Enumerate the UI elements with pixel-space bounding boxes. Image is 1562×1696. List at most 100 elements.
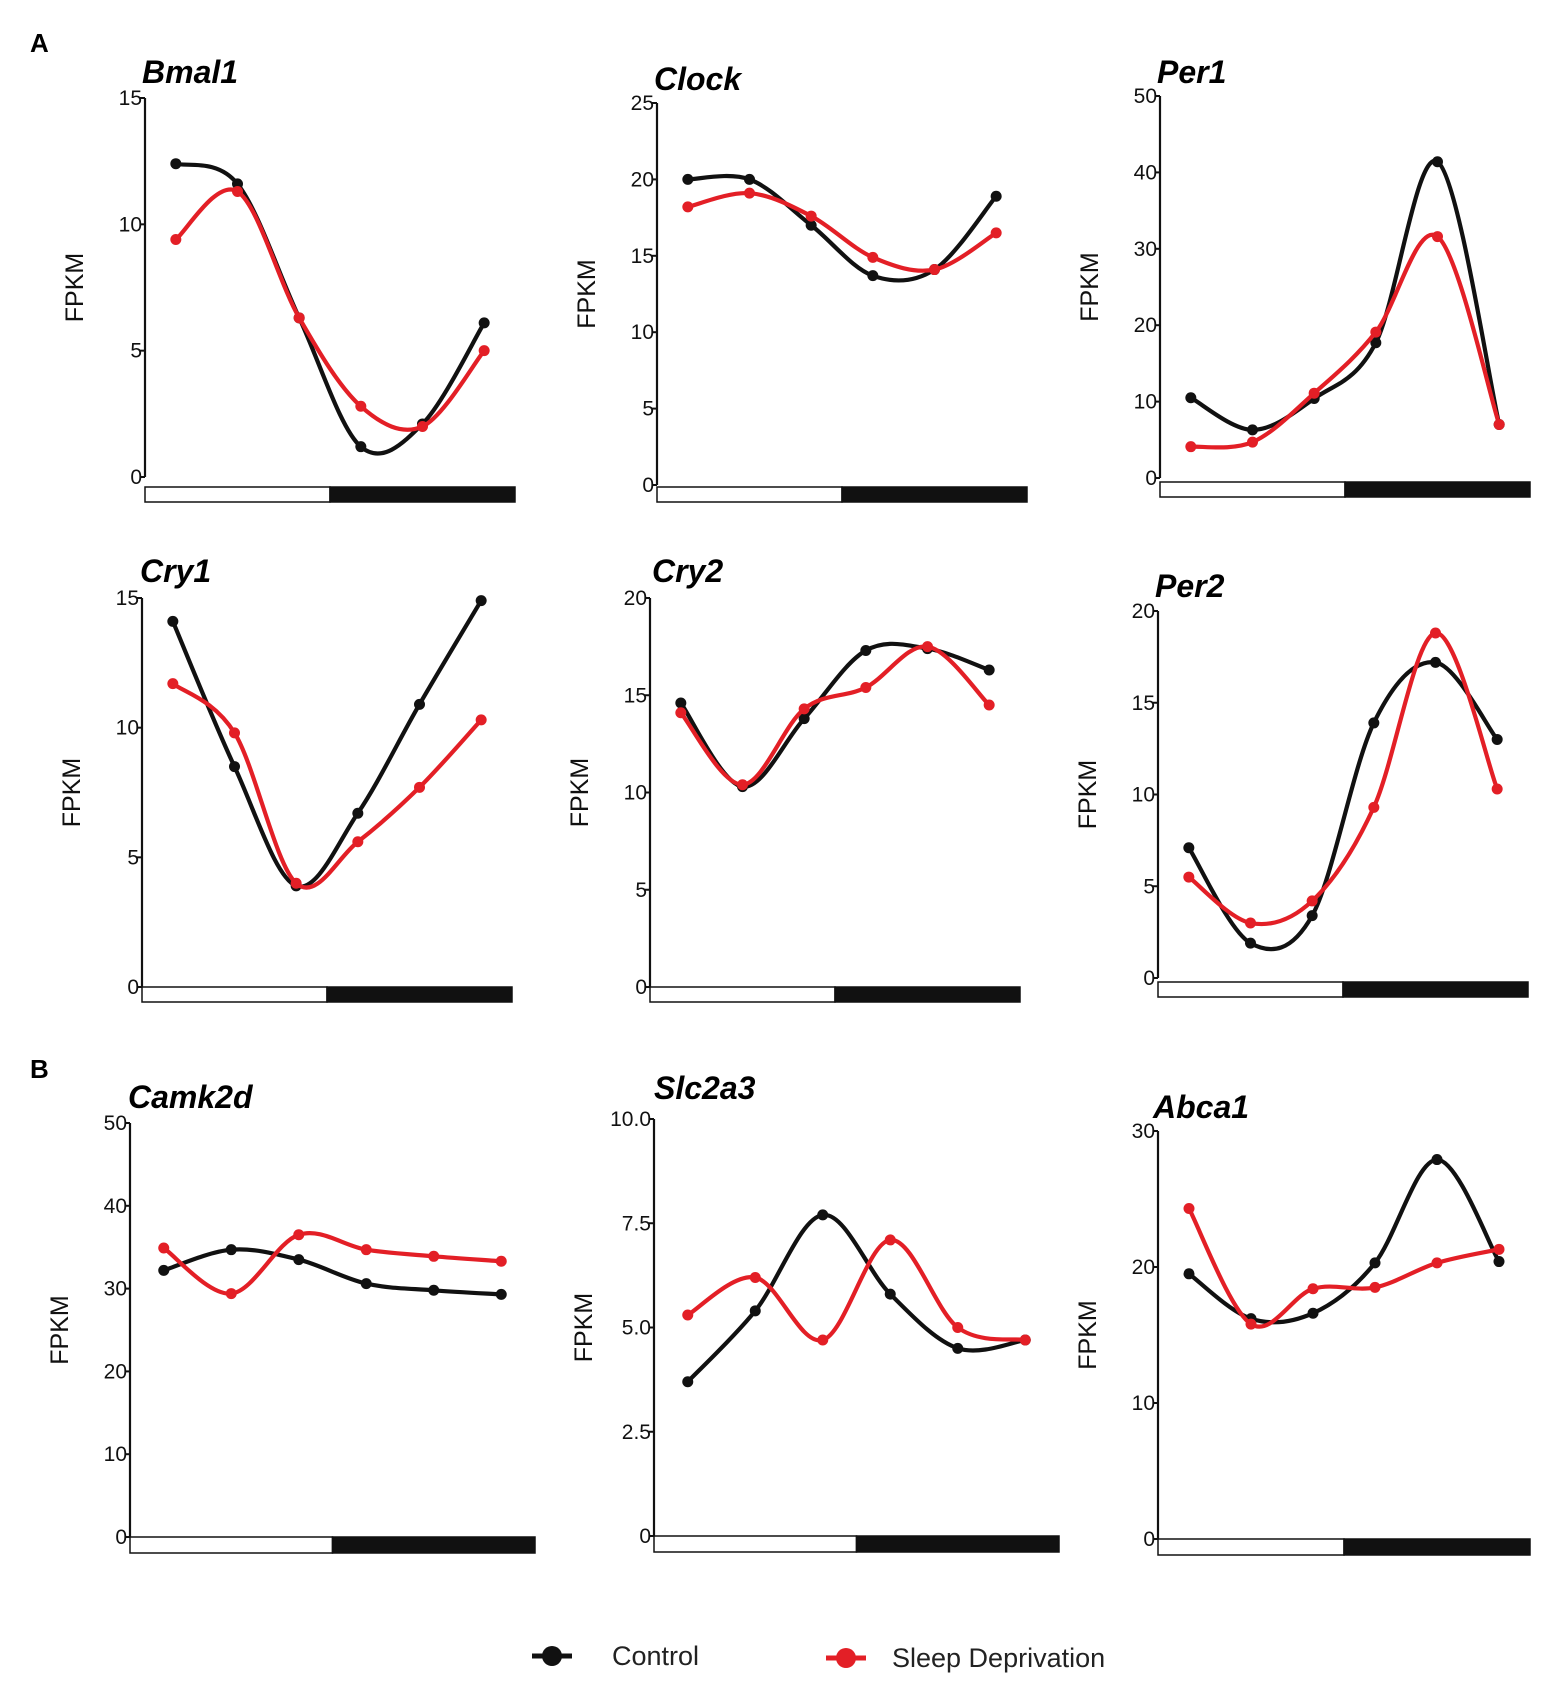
data-point-sleep-deprivation xyxy=(1183,871,1195,883)
y-axis-label: FPKM xyxy=(1074,760,1102,829)
y-tick-label: 10 xyxy=(1134,391,1157,414)
y-tick-label: 0 xyxy=(635,976,647,999)
series-line-sleep-deprivation xyxy=(1188,232,1502,450)
data-point-sleep-deprivation xyxy=(293,312,305,324)
y-tick-label: 15 xyxy=(119,87,142,110)
y-tick-label: 30 xyxy=(1132,1120,1155,1143)
data-point-sleep-deprivation xyxy=(1307,1283,1319,1295)
series-line-sleep-deprivation xyxy=(678,644,992,787)
data-point-control xyxy=(744,173,755,185)
data-point-sleep-deprivation xyxy=(1493,419,1505,431)
y-tick-label: 20 xyxy=(624,587,647,610)
data-point-control xyxy=(749,1305,761,1317)
light-phase-bar xyxy=(141,986,328,1003)
y-axis-label: FPKM xyxy=(573,259,601,328)
data-point-sleep-deprivation xyxy=(1308,387,1320,399)
y-tick-label: 0 xyxy=(1143,967,1155,990)
light-phase-bar xyxy=(1157,1538,1345,1556)
data-point-sleep-deprivation xyxy=(1432,231,1443,243)
series-line-control xyxy=(1186,1157,1502,1325)
data-point-sleep-deprivation xyxy=(1369,1281,1381,1293)
data-point-control xyxy=(225,1244,237,1256)
chart-title: Bmal1 xyxy=(142,54,238,90)
chart-title: Camk2d xyxy=(128,1079,254,1115)
y-tick-label: 30 xyxy=(1134,238,1157,261)
y-axis-label: FPKM xyxy=(570,1293,598,1362)
series-line-sleep-deprivation xyxy=(1186,1206,1502,1329)
chart-per2: Per2 0 5 10 15 20 FPKM xyxy=(1074,568,1529,998)
y-tick-label: 15 xyxy=(631,245,654,268)
chart-cry2: Cry2 0 5 10 15 20 FPKM xyxy=(566,553,1021,1003)
data-point-sleep-deprivation xyxy=(478,345,490,357)
light-phase-bar xyxy=(1157,981,1344,998)
data-point-control xyxy=(1370,337,1382,349)
data-point-sleep-deprivation xyxy=(360,1244,372,1256)
data-point-sleep-deprivation xyxy=(682,1309,694,1321)
data-point-sleep-deprivation xyxy=(1370,326,1382,338)
y-tick-label: 10 xyxy=(1132,1392,1155,1415)
data-point-control xyxy=(1491,733,1503,745)
chart-slc2a3: Slc2a3 0 2.5 5.0 7.5 10.0 FPKM xyxy=(570,1070,1060,1553)
data-point-control xyxy=(817,1209,829,1221)
data-point-sleep-deprivation xyxy=(1019,1334,1031,1346)
y-tick-label: 10 xyxy=(631,321,654,344)
data-point-sleep-deprivation xyxy=(867,251,879,263)
panel-label-b: B xyxy=(30,1054,49,1084)
y-tick-label: 20 xyxy=(1132,1256,1155,1279)
data-point-sleep-deprivation xyxy=(293,1229,305,1241)
data-point-sleep-deprivation xyxy=(495,1255,507,1267)
data-point-sleep-deprivation xyxy=(352,836,364,848)
data-point-sleep-deprivation xyxy=(229,727,240,739)
y-tick-label: 10 xyxy=(1132,784,1155,807)
data-point-control xyxy=(1431,1154,1443,1166)
dark-phase-bar xyxy=(331,1536,536,1554)
y-tick-label: 5 xyxy=(130,340,142,363)
y-tick-label: 10.0 xyxy=(610,1108,651,1131)
chart-cry1: Cry1 0 5 10 15 FPKM xyxy=(58,553,513,1003)
data-point-control xyxy=(1245,937,1256,949)
y-tick-label: 10 xyxy=(119,213,142,236)
dark-phase-bar xyxy=(855,1535,1060,1553)
data-point-control xyxy=(158,1264,170,1276)
chart-abca1: Abca1 0 10 20 30 FPKM xyxy=(1074,1089,1531,1556)
data-point-control xyxy=(860,645,872,657)
data-point-sleep-deprivation xyxy=(1491,783,1503,795)
y-tick-label: 5 xyxy=(1143,875,1155,898)
chart-title: Abca1 xyxy=(1152,1089,1249,1125)
data-point-sleep-deprivation xyxy=(1245,917,1256,929)
data-point-control xyxy=(1493,1256,1505,1268)
data-point-sleep-deprivation xyxy=(417,420,428,432)
data-point-control xyxy=(1369,1257,1381,1269)
y-tick-label: 5 xyxy=(642,398,654,421)
data-point-sleep-deprivation xyxy=(737,779,748,791)
data-point-sleep-deprivation xyxy=(232,185,243,197)
data-point-sleep-deprivation xyxy=(1306,895,1318,907)
data-point-sleep-deprivation xyxy=(355,400,367,412)
chart-title: Clock xyxy=(654,61,743,97)
dark-phase-bar xyxy=(329,486,516,503)
data-point-control xyxy=(675,697,687,709)
data-point-sleep-deprivation xyxy=(805,210,817,222)
data-point-sleep-deprivation xyxy=(1245,1318,1257,1330)
data-point-control xyxy=(1368,717,1380,729)
series-line-sleep-deprivation xyxy=(685,1237,1028,1343)
data-point-control xyxy=(167,615,179,627)
series-line-control xyxy=(1188,158,1502,433)
y-tick-label: 0 xyxy=(127,976,139,999)
y-tick-label: 15 xyxy=(1132,692,1155,715)
data-point-sleep-deprivation xyxy=(884,1234,896,1246)
legend-control-marker xyxy=(542,1646,562,1666)
data-point-control xyxy=(884,1288,896,1300)
data-point-sleep-deprivation xyxy=(1185,441,1197,453)
data-point-control xyxy=(478,317,490,329)
series-line-control xyxy=(678,641,992,789)
y-axis-label: FPKM xyxy=(1074,1300,1102,1369)
data-point-sleep-deprivation xyxy=(952,1322,964,1333)
data-point-control xyxy=(170,158,182,170)
chart-clock: Clock 0 5 10 15 20 25 FPKM xyxy=(573,61,1028,503)
y-tick-label: 7.5 xyxy=(622,1212,651,1235)
y-tick-label: 40 xyxy=(1134,161,1157,184)
y-tick-label: 25 xyxy=(631,92,654,115)
dark-phase-bar xyxy=(1342,981,1529,998)
